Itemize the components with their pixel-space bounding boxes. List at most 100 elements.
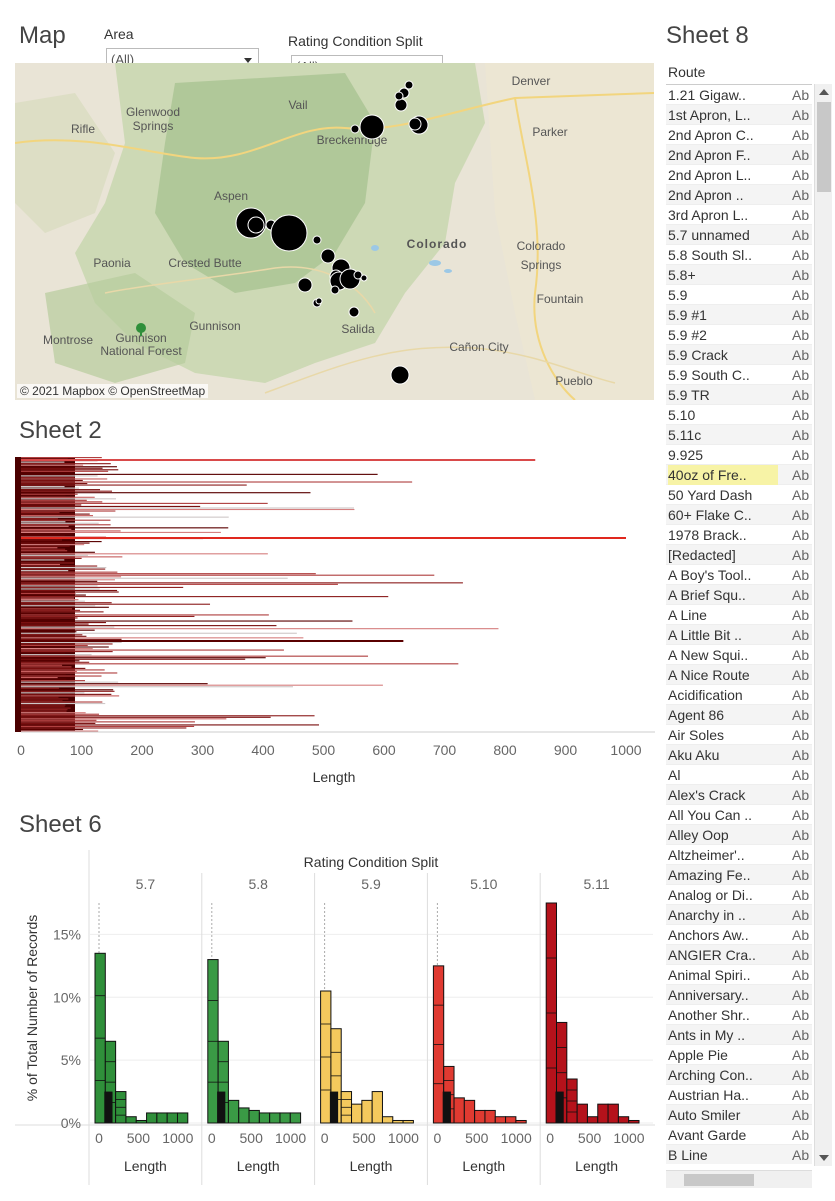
climbing-area-marker[interactable] bbox=[404, 80, 414, 90]
bar[interactable] bbox=[21, 609, 81, 611]
bar[interactable] bbox=[21, 473, 378, 475]
bar[interactable] bbox=[21, 586, 184, 588]
bar[interactable] bbox=[21, 589, 118, 592]
climbing-area-marker[interactable] bbox=[408, 117, 422, 131]
bar[interactable] bbox=[21, 651, 113, 653]
histogram-bar[interactable] bbox=[166, 1112, 178, 1124]
bar[interactable] bbox=[21, 469, 119, 471]
climbing-area-marker[interactable] bbox=[360, 274, 368, 282]
length-histogram[interactable]: Rating Condition Split 15% 10% 5% 0% % of Tot… bbox=[15, 845, 655, 1185]
bar[interactable] bbox=[21, 489, 101, 491]
histogram-bar[interactable] bbox=[505, 1116, 517, 1124]
bar[interactable] bbox=[21, 635, 87, 637]
bar[interactable] bbox=[21, 567, 107, 569]
bar[interactable] bbox=[21, 522, 99, 524]
bar[interactable] bbox=[21, 657, 266, 659]
route-row[interactable]: Ants in My .. Ab bbox=[666, 1025, 812, 1045]
bar[interactable] bbox=[21, 534, 65, 537]
bar[interactable] bbox=[21, 606, 109, 608]
bar[interactable] bbox=[21, 553, 268, 555]
bar[interactable] bbox=[21, 634, 83, 636]
bar[interactable] bbox=[21, 565, 98, 567]
bar[interactable] bbox=[21, 600, 86, 602]
histogram-bar[interactable] bbox=[289, 1112, 302, 1124]
climbing-area-marker[interactable] bbox=[353, 270, 363, 280]
map-view[interactable]: Denver Vail Glenwood Springs Rifle Parker Brec… bbox=[15, 63, 654, 400]
bar[interactable] bbox=[21, 626, 115, 628]
bar[interactable] bbox=[21, 463, 111, 465]
bar[interactable] bbox=[21, 667, 86, 669]
bar[interactable] bbox=[21, 718, 227, 720]
bar[interactable] bbox=[21, 574, 435, 576]
bar[interactable] bbox=[21, 481, 413, 483]
route-row[interactable]: Anarchy in .. Ab bbox=[666, 905, 812, 925]
bar[interactable] bbox=[21, 539, 63, 541]
bar[interactable] bbox=[21, 495, 66, 497]
route-row[interactable]: 5.8 South Sl.. Ab bbox=[666, 245, 812, 265]
route-row[interactable]: 5.9 #2 Ab bbox=[666, 325, 812, 345]
climbing-area-marker[interactable] bbox=[394, 91, 404, 101]
route-row[interactable]: 5.11c Ab bbox=[666, 425, 812, 445]
bar[interactable] bbox=[21, 702, 106, 705]
bar[interactable] bbox=[21, 637, 304, 639]
route-row[interactable]: Apple Pie Ab bbox=[666, 1045, 812, 1065]
bar[interactable] bbox=[21, 492, 311, 494]
climbing-area-marker[interactable] bbox=[270, 214, 308, 252]
climbing-area-marker[interactable] bbox=[312, 235, 322, 245]
route-row[interactable]: 60+ Flake C.. Ab bbox=[666, 505, 812, 525]
bar[interactable] bbox=[21, 670, 77, 673]
bar[interactable] bbox=[21, 570, 69, 572]
climbing-area-marker[interactable] bbox=[394, 98, 408, 112]
bar[interactable] bbox=[21, 459, 536, 461]
bar[interactable] bbox=[21, 510, 116, 512]
bar[interactable] bbox=[21, 541, 102, 543]
bar[interactable] bbox=[21, 712, 86, 714]
bar[interactable] bbox=[21, 689, 114, 691]
bar[interactable] bbox=[21, 521, 66, 523]
histogram-bar[interactable] bbox=[576, 1103, 588, 1124]
bar[interactable] bbox=[21, 599, 79, 601]
bar[interactable] bbox=[21, 580, 98, 582]
bar[interactable] bbox=[21, 615, 195, 618]
bar[interactable] bbox=[21, 638, 122, 640]
bar[interactable] bbox=[21, 640, 404, 642]
bar[interactable] bbox=[21, 542, 90, 544]
bar[interactable] bbox=[21, 576, 122, 578]
scrollbar-thumb[interactable] bbox=[817, 102, 831, 192]
route-row[interactable]: B Line Ab bbox=[666, 1145, 812, 1164]
bar[interactable] bbox=[21, 695, 120, 697]
histogram-bar[interactable] bbox=[381, 1116, 394, 1124]
histogram-bar[interactable] bbox=[176, 1112, 189, 1124]
bar[interactable] bbox=[21, 602, 112, 604]
histogram-bar[interactable] bbox=[371, 1091, 383, 1124]
bar[interactable] bbox=[21, 727, 187, 729]
bar[interactable] bbox=[21, 647, 93, 650]
bar[interactable] bbox=[21, 470, 109, 472]
bar[interactable] bbox=[21, 658, 246, 660]
route-table[interactable]: Route 1.21 Gigaw.. Ab 1st Apron, L.. Ab 2nd … bbox=[662, 60, 832, 1190]
bar[interactable] bbox=[21, 457, 102, 459]
bar[interactable] bbox=[21, 730, 99, 732]
bar[interactable] bbox=[21, 579, 115, 581]
route-row[interactable]: Amazing Fe.. Ab bbox=[666, 865, 812, 885]
histogram-bar[interactable] bbox=[484, 1109, 496, 1124]
route-row[interactable]: 2nd Apron L.. Ab bbox=[666, 165, 812, 185]
bar[interactable] bbox=[21, 652, 66, 654]
bar[interactable] bbox=[21, 516, 229, 518]
bar[interactable] bbox=[21, 512, 60, 514]
bar[interactable] bbox=[21, 722, 96, 724]
bar[interactable] bbox=[21, 496, 95, 498]
route-row[interactable]: All You Can .. Ab bbox=[666, 805, 812, 825]
route-row[interactable]: 5.7 unnamed Ab bbox=[666, 225, 812, 245]
route-row[interactable]: 5.8+ Ab bbox=[666, 265, 812, 285]
bar[interactable] bbox=[21, 504, 82, 506]
bar[interactable] bbox=[21, 557, 82, 559]
bar[interactable] bbox=[21, 617, 78, 619]
bar[interactable] bbox=[21, 643, 113, 645]
bar[interactable] bbox=[21, 597, 74, 599]
bar[interactable] bbox=[21, 716, 271, 718]
route-row[interactable]: A Line Ab bbox=[666, 605, 812, 625]
bar[interactable] bbox=[21, 585, 98, 587]
route-row[interactable]: 50 Yard Dash Ab bbox=[666, 485, 812, 505]
bar[interactable] bbox=[21, 466, 117, 468]
